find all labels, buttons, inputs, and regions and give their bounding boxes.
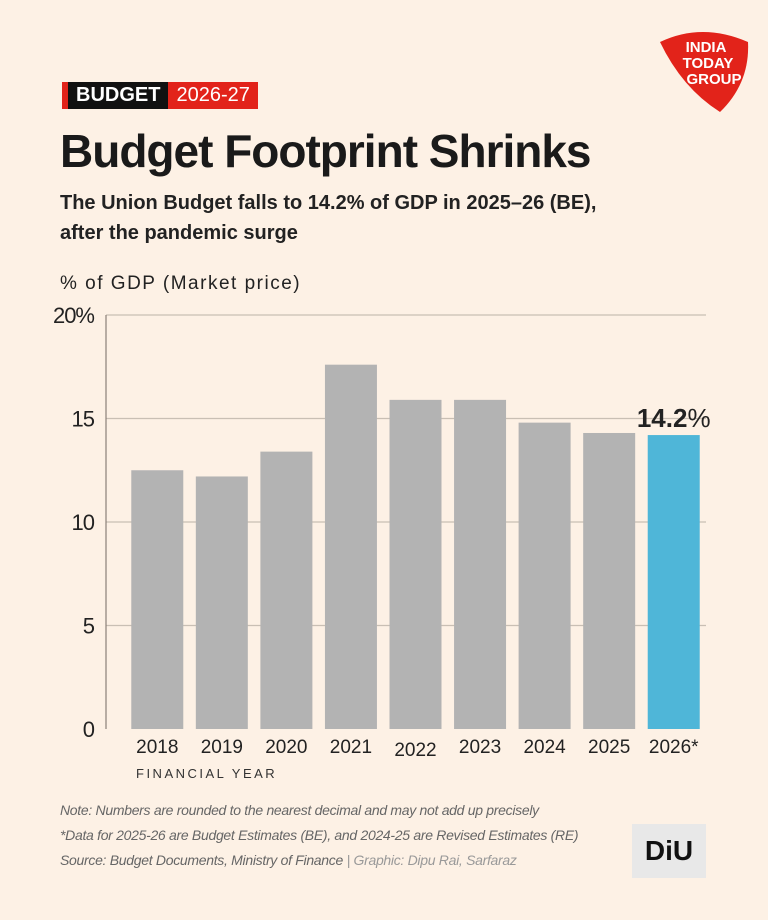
y-axis-label: % of GDP (Market price) (60, 273, 302, 294)
bar-2019 (195, 476, 248, 729)
chart-title: Budget Footprint Shrinks (60, 125, 592, 177)
x-tick-label: 2025 (588, 737, 630, 758)
bar-2022 (389, 399, 442, 729)
tag-label: BUDGET (62, 82, 169, 109)
india-today-logo: INDIA TODAY GROUP (660, 32, 749, 112)
bar-2023 (454, 399, 507, 729)
bar-2024 (518, 422, 571, 729)
budget-tag: BUDGET 2026-27 (62, 82, 258, 109)
y-tick-label: 15 (72, 407, 95, 432)
y-tick-label: 10 (72, 510, 95, 535)
x-tick-label: 2023 (459, 737, 501, 758)
x-tick-label: 2021 (330, 737, 372, 758)
diu-logo: DiU (632, 824, 706, 878)
x-axis-label: FINANCIAL YEAR (136, 766, 277, 781)
y-tick-label: 5 (83, 614, 95, 639)
source: Source: Budget Documents, Ministry of Fi… (60, 852, 343, 868)
footnotes: Note: Numbers are rounded to the nearest… (60, 798, 579, 873)
y-tick-label: 0 (83, 717, 95, 742)
subtitle-line: The Union Budget falls to 14.2% of GDP i… (60, 192, 597, 214)
x-tick-label: 2022 (394, 740, 436, 761)
bar-2026 (647, 435, 700, 729)
data-note: *Data for 2025-26 are Budget Estimates (… (60, 827, 579, 843)
bar-2025 (583, 432, 636, 729)
svg-text:TODAY: TODAY (683, 55, 734, 72)
chart-subtitle: The Union Budget falls to 14.2% of GDP i… (60, 188, 660, 248)
svg-text:GROUP: GROUP (686, 71, 741, 88)
y-tick-label: 20% (53, 303, 94, 328)
note: Note: Numbers are rounded to the nearest… (60, 802, 539, 818)
x-tick-label: 2020 (265, 737, 307, 758)
x-tick-label: 2024 (523, 737, 566, 758)
subtitle-line: after the pandemic surge (60, 222, 298, 244)
bar-2021 (324, 364, 377, 729)
x-tick-label: 2018 (136, 737, 178, 758)
bar-2018 (131, 470, 184, 729)
highlight-data-label: 14.2% (637, 403, 711, 433)
svg-text:INDIA: INDIA (686, 39, 727, 56)
bar-2020 (260, 451, 313, 729)
x-tick-label: 2026* (649, 737, 699, 758)
tag-year: 2026-27 (168, 82, 258, 109)
x-tick-label: 2019 (201, 737, 243, 758)
graphic-credit: Graphic: Dipu Rai, Sarfaraz (353, 852, 517, 868)
